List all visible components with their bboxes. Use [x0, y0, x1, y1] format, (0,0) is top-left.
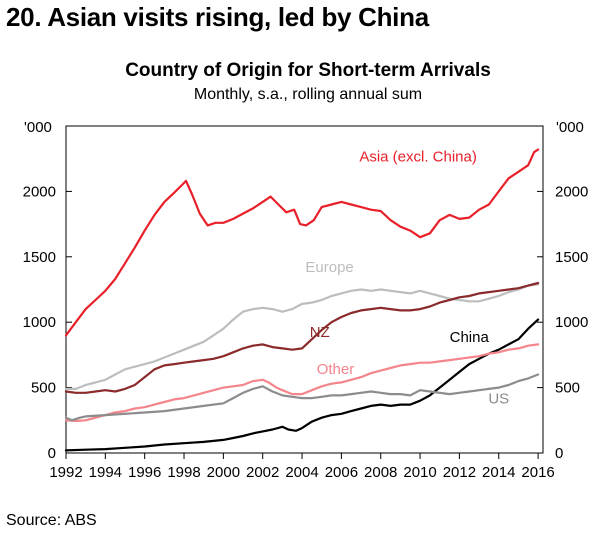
chart-subtitle: Monthly, s.a., rolling annual sum	[193, 86, 423, 103]
y-tick-label-left: 1000	[23, 314, 56, 331]
series-line-europe	[64, 283, 540, 390]
x-tick-label: 1992	[49, 464, 82, 481]
y-tick-label-right: 0	[555, 445, 563, 462]
figure-heading: 20. Asian visits rising, led by China	[6, 2, 429, 32]
y-tick-label-left: 500	[31, 380, 56, 397]
plot-frame	[65, 125, 544, 454]
x-tick-label: 2004	[285, 464, 318, 481]
series-line-other	[64, 343, 540, 423]
series-label-europe: Europe	[305, 259, 353, 276]
y-tick-label-left: 0	[48, 445, 56, 462]
y-tick-label-left: 2000	[23, 183, 56, 200]
x-tick-label: 2000	[207, 464, 240, 481]
x-tick-label: 2014	[482, 464, 515, 481]
series-label-nz: NZ	[310, 324, 330, 341]
chart-title: Country of Origin for Short-term Arrival…	[125, 60, 491, 81]
y-unit-left: '000	[24, 119, 52, 136]
series-line-nz	[64, 281, 540, 394]
x-tick-label: 2008	[364, 464, 397, 481]
y-tick-label-right: 500	[555, 380, 580, 397]
x-tick-label: 1996	[128, 464, 161, 481]
x-tick-label: 2016	[521, 464, 554, 481]
y-tick-label-right: 1500	[555, 249, 588, 266]
series-label-other: Other	[317, 361, 355, 378]
series-label-asia-excl-china: Asia (excl. China)	[359, 148, 477, 165]
y-unit-right: '000	[556, 119, 584, 136]
x-tick-label: 1998	[167, 464, 200, 481]
axes: 1992 1994 1996 1998 2000 2002 2004 2006 2008 2010…	[23, 183, 589, 481]
y-tick-label-left: 1500	[23, 249, 56, 266]
x-tick-label: 2002	[246, 464, 279, 481]
x-tick-label: 2012	[443, 464, 476, 481]
x-tick-label: 2006	[325, 464, 358, 481]
y-tick-label-right: 1000	[555, 314, 588, 331]
x-tick-label: 2010	[403, 464, 436, 481]
series	[64, 148, 540, 452]
series-label-china: China	[450, 329, 490, 346]
series-labels: Asia (excl. China) Europe NZ China Other US	[305, 148, 509, 407]
series-label-us: US	[488, 390, 509, 407]
series-line-us	[64, 373, 540, 422]
series-line-asia-excl-china	[64, 148, 540, 337]
y-tick-label-right: 2000	[555, 183, 588, 200]
series-line-china	[64, 318, 540, 452]
x-tick-label: 1994	[89, 464, 122, 481]
source-note: Source: ABS	[6, 512, 97, 529]
